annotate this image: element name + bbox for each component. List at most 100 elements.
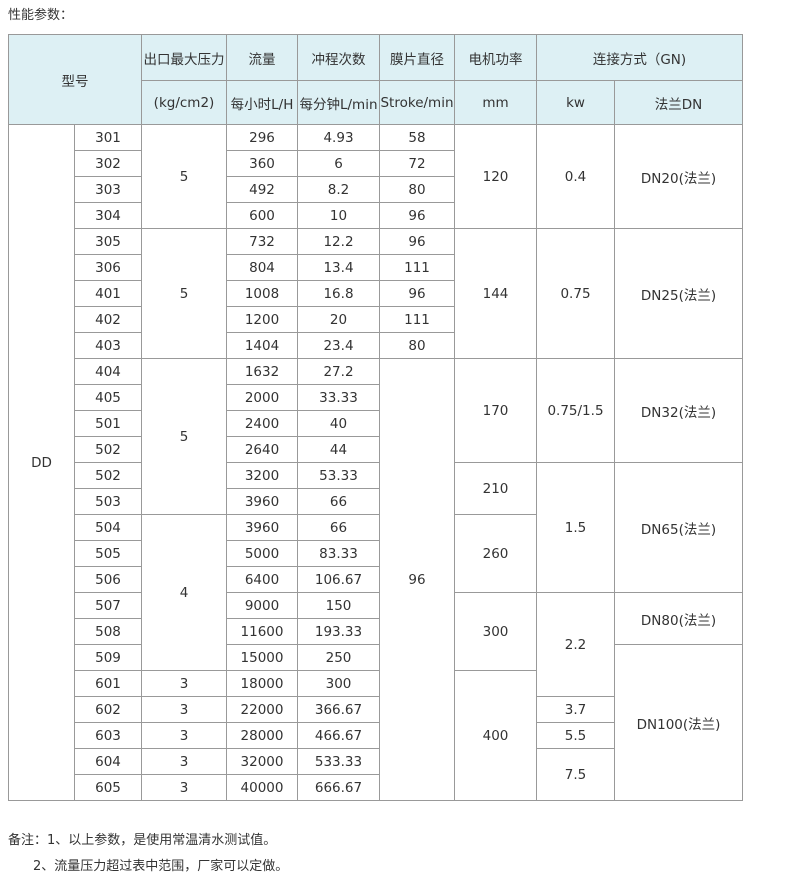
table-cell: 96	[379, 280, 455, 307]
table-cell: 5	[141, 228, 227, 359]
table-cell: 506	[74, 566, 142, 593]
table-cell: 404	[74, 358, 142, 385]
table-cell: 120	[454, 124, 537, 229]
table-cell: 1632	[226, 358, 298, 385]
table-cell: 3	[141, 696, 227, 723]
table-row: 504 4 3960 66 260	[9, 514, 743, 671]
table-cell: 2.2	[536, 592, 615, 697]
table-cell: 604	[74, 748, 142, 775]
header-pressure: 出口最大压力	[141, 34, 227, 81]
table-cell: 33.33	[297, 384, 380, 411]
table-row: 502 3200 53.33 210 1.5 DN65(法兰)	[9, 462, 744, 593]
header-model: 型号	[8, 34, 142, 125]
table-cell: 605	[74, 774, 142, 801]
table-cell: 10	[297, 202, 380, 229]
table-cell: 602	[74, 696, 142, 723]
table-cell: 66	[297, 514, 380, 541]
table-cell: 304	[74, 202, 142, 229]
table-cell: 732	[226, 228, 298, 255]
table-row: 503 3960 66	[9, 488, 743, 515]
table-cell: 509	[74, 644, 142, 671]
table-cell: 3960	[226, 488, 298, 515]
table-cell: 3	[141, 670, 227, 697]
table-cell: 1200	[226, 306, 298, 333]
table-cell: 13.4	[297, 254, 380, 281]
table-cell: 80	[379, 332, 455, 359]
table-cell: DN32(法兰)	[613, 358, 744, 463]
table-cell: 111	[379, 306, 455, 333]
table-cell: 306	[74, 254, 142, 281]
table-cell: 2640	[226, 436, 298, 463]
table-cell: DD	[8, 124, 75, 801]
table-cell: 2000	[226, 384, 298, 411]
table-cell: 504	[74, 514, 142, 541]
table-cell: 260	[454, 514, 537, 593]
header-diaphragm-unit: Stroke/min	[379, 80, 455, 125]
table-cell: 7.5	[536, 748, 615, 801]
table-row: 502 2640 44	[9, 436, 743, 463]
table-cell: 96	[379, 358, 455, 801]
table-cell: 301	[74, 124, 142, 151]
table-cell: 507	[74, 592, 142, 619]
table-cell: 300	[454, 592, 537, 671]
table-cell: 360	[226, 150, 298, 177]
table-cell: 11600	[226, 618, 298, 645]
header-kw-unit: kw	[536, 80, 615, 125]
table-cell: 502	[74, 436, 142, 463]
table-cell: 505	[74, 540, 142, 567]
table-cell: 508	[74, 618, 142, 645]
table-cell: 4	[141, 514, 227, 671]
table-cell: 402	[74, 306, 142, 333]
table-cell: 83.33	[297, 540, 380, 567]
table-cell: 40	[297, 410, 380, 437]
table-cell: 16.8	[297, 280, 380, 307]
table-cell: DN80(法兰)	[613, 592, 744, 645]
table-cell: 501	[74, 410, 142, 437]
table-row: 505 5000 83.33	[9, 540, 743, 567]
header-flow-unit: 每小时L/H	[226, 80, 298, 125]
table-cell: 22000	[226, 696, 298, 723]
table-cell: 405	[74, 384, 142, 411]
table-cell: 0.75	[536, 228, 615, 359]
table-cell: 23.4	[297, 332, 380, 359]
table-cell: 53.33	[297, 462, 380, 489]
table-row: 509 15000 250 DN100(法兰)	[9, 644, 744, 801]
header-motor-unit: mm	[454, 80, 537, 125]
note-1: 备注：1、以上参数，是使用常温清水测试值。	[8, 833, 277, 848]
table-cell: 66	[297, 488, 380, 515]
table-cell: 250	[297, 644, 380, 671]
table-cell: 144	[454, 228, 537, 359]
table-cell: 601	[74, 670, 142, 697]
table-cell: 6400	[226, 566, 298, 593]
table-cell: 492	[226, 176, 298, 203]
header-motor: 电机功率	[454, 34, 537, 81]
table-cell: 302	[74, 150, 142, 177]
header-flow: 流量	[226, 34, 298, 81]
table-cell: 193.33	[297, 618, 380, 645]
table-cell: 40000	[226, 774, 298, 801]
table-cell: 5.5	[536, 722, 615, 749]
table-cell: 600	[226, 202, 298, 229]
header-diaphragm: 膜片直径	[379, 34, 455, 81]
table-row: 303 492 8.2 80	[9, 176, 743, 203]
table-cell: 18000	[226, 670, 298, 697]
section-title: 性能参数：	[8, 8, 74, 23]
table-cell: 1008	[226, 280, 298, 307]
table-cell: 1404	[226, 332, 298, 359]
table-cell: 20	[297, 306, 380, 333]
table-cell: 58	[379, 124, 455, 151]
table-row: DD 301 5 296 4.93 58 120 0.4 DN20(法兰)	[8, 124, 744, 801]
notes: 备注：1、以上参数，是使用常温清水测试值。 2、流量压力超过表中范围，厂家可以定…	[8, 828, 288, 880]
table-cell: 6	[297, 150, 380, 177]
table-cell: 502	[74, 462, 142, 489]
table-cell: DN65(法兰)	[613, 462, 744, 593]
table-cell: 305	[74, 228, 142, 255]
table-cell: 5	[141, 124, 227, 229]
note-2: 2、流量压力超过表中范围，厂家可以定做。	[33, 859, 289, 874]
table-cell: 666.67	[297, 774, 380, 801]
table-body: DD 301 5 296 4.93 58 120 0.4 DN20(法兰) 302 360 6 72 30…	[8, 124, 744, 801]
table-row: 603 3 28000 466.67 5.5	[9, 722, 743, 749]
table-cell: DN20(法兰)	[613, 124, 744, 229]
table-cell: 80	[379, 176, 455, 203]
table-cell: 3200	[226, 462, 298, 489]
